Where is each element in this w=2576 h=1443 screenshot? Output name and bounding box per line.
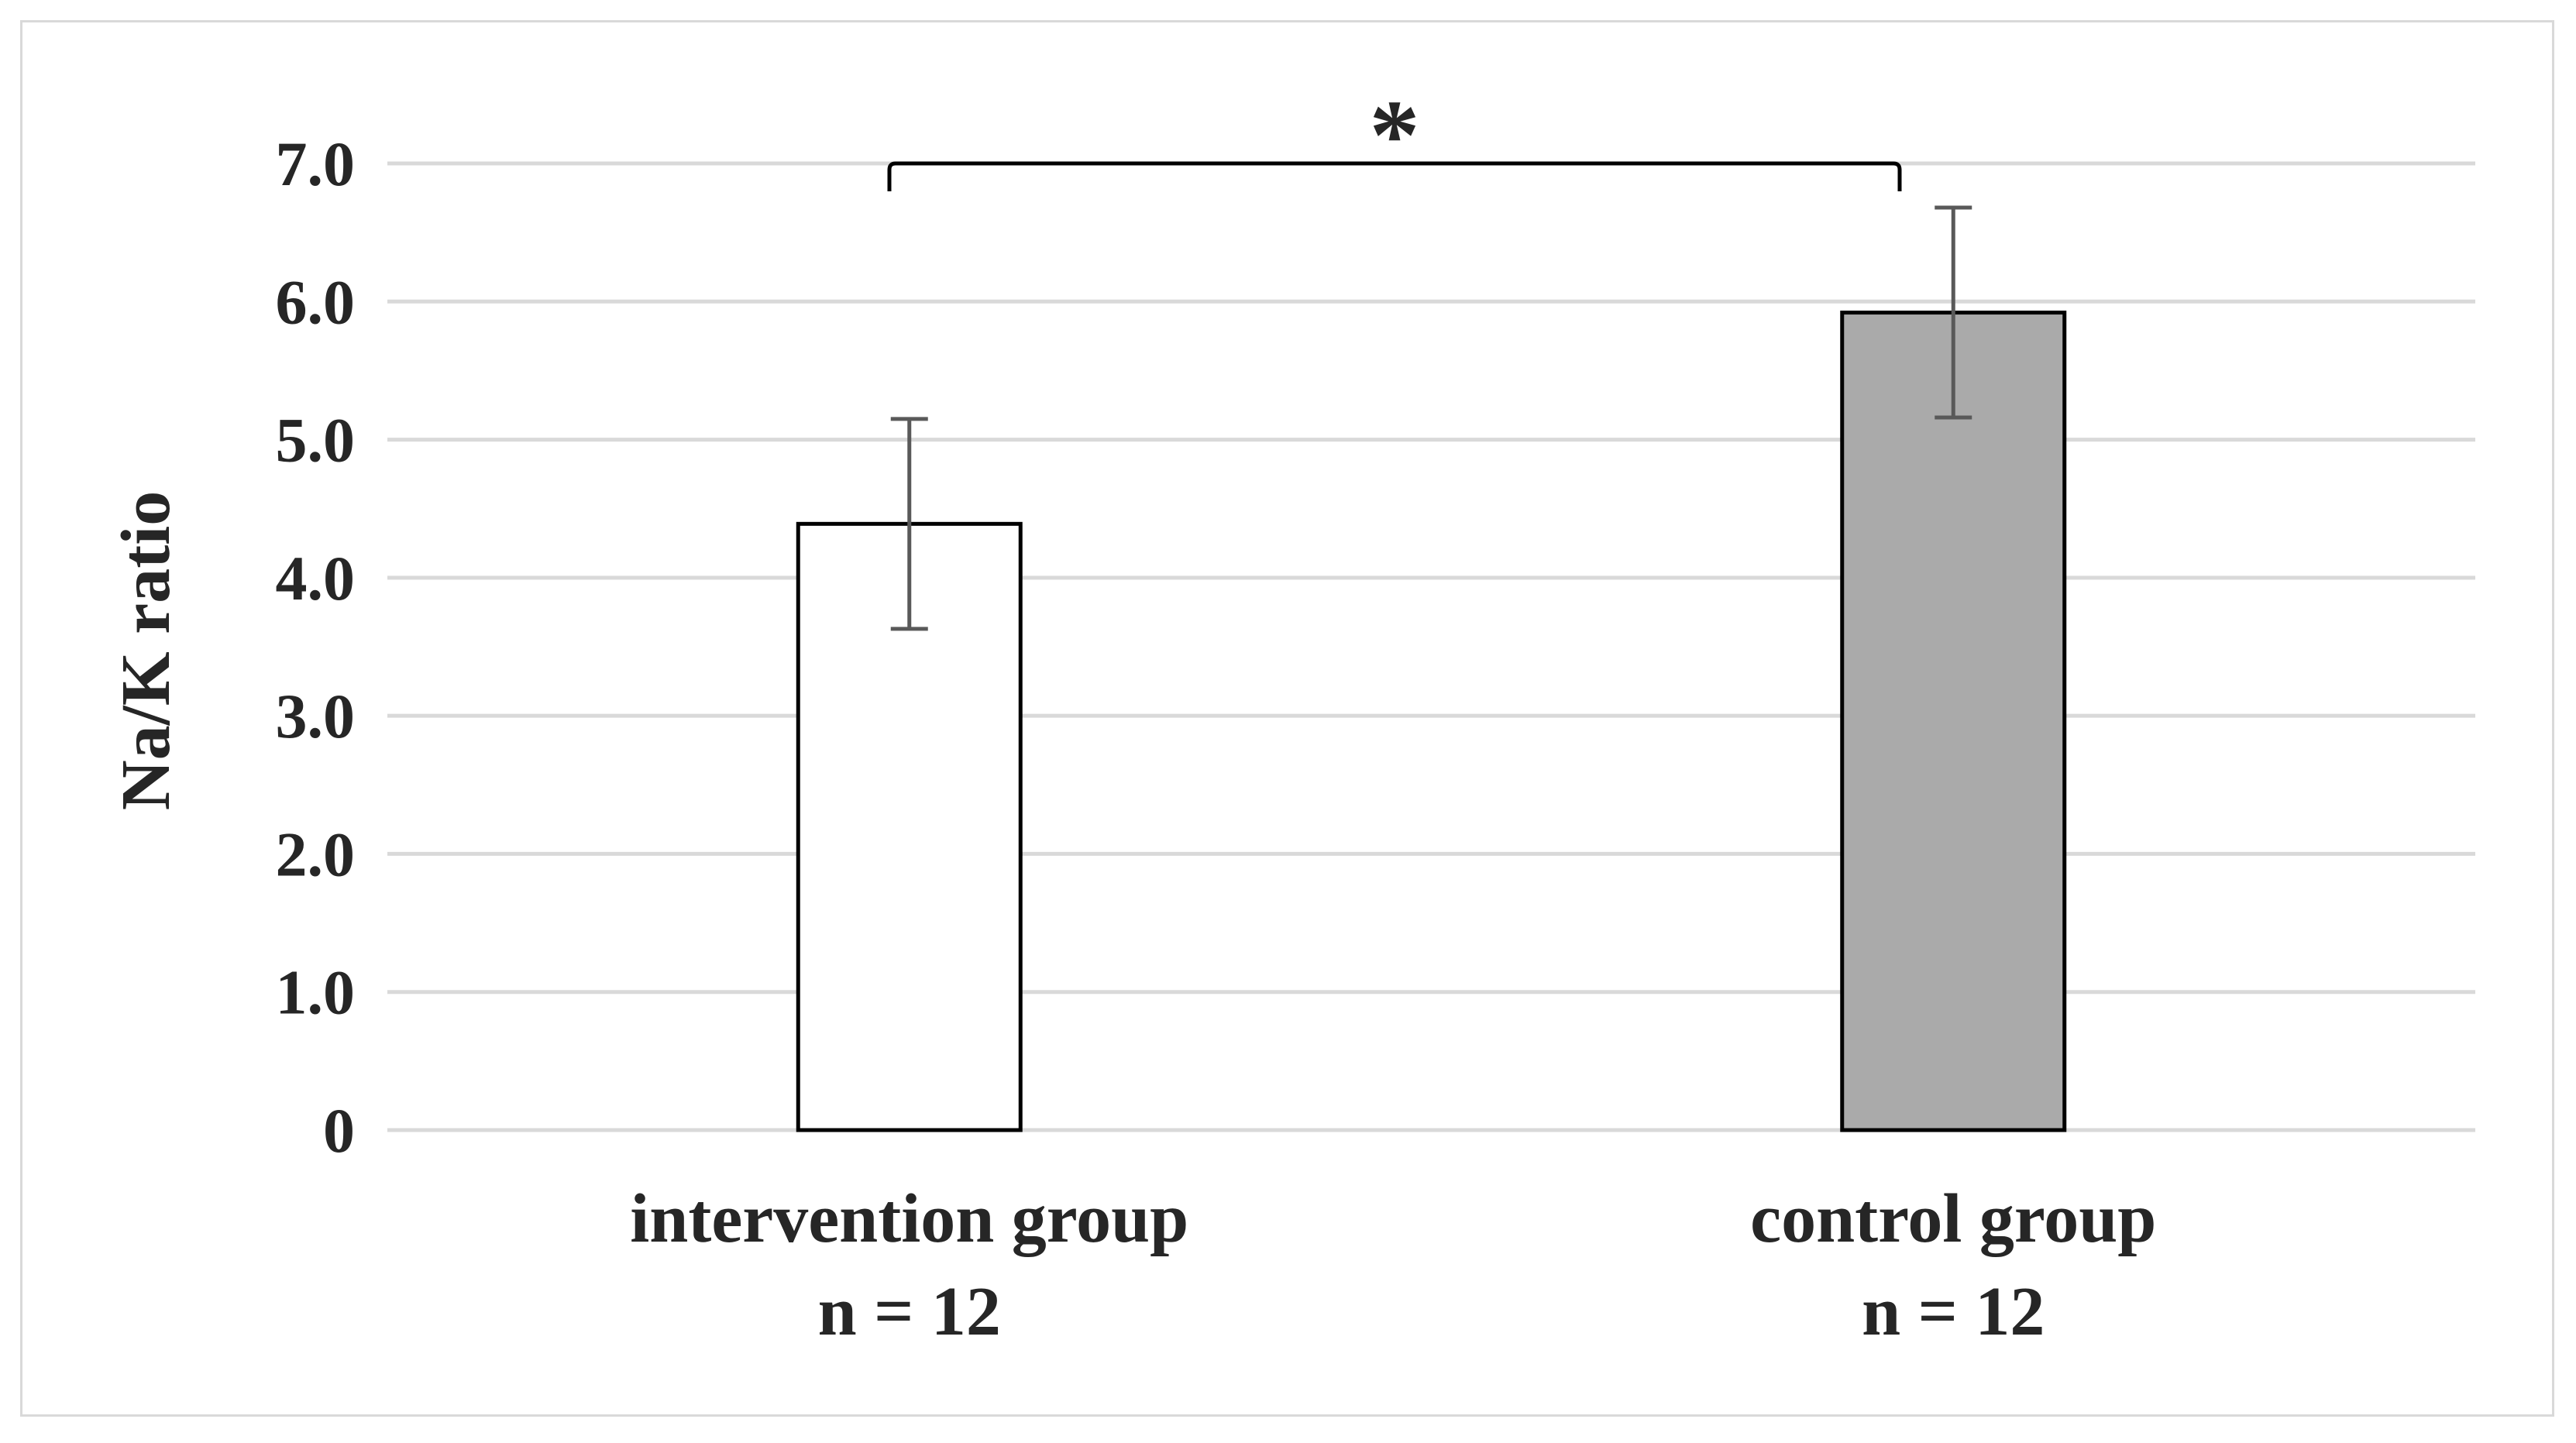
y-axis-ticks: 0 1.0 2.0 3.0 4.0 5.0 6.0 7.0: [276, 129, 356, 1166]
significance-bracket: *: [887, 80, 1902, 191]
significance-star: *: [1370, 80, 1420, 191]
y-tick-label: 6.0: [276, 266, 356, 337]
y-tick-label: 7.0: [276, 129, 356, 199]
significance-bracket-line: [887, 161, 1902, 191]
bars: [796, 311, 2067, 1132]
category-n-label: n = 12: [818, 1273, 1001, 1350]
chart-frame: [20, 20, 2554, 1417]
bar: [1840, 311, 2067, 1132]
y-tick-label: 3.0: [276, 681, 356, 751]
x-axis-categories: intervention group n = 12 control group n =…: [630, 1180, 2156, 1350]
category-label: intervention group: [630, 1180, 1188, 1257]
bar: [796, 521, 1023, 1132]
y-tick-label: 5.0: [276, 405, 356, 476]
gridlines: [387, 161, 2475, 1132]
y-axis-title: Na/K ratio: [108, 491, 184, 810]
y-tick-label: 2.0: [276, 819, 356, 889]
category-n-label: n = 12: [1862, 1273, 2045, 1350]
y-tick-label: 4.0: [276, 543, 356, 613]
y-tick-label: 1.0: [276, 957, 356, 1028]
category-label: control group: [1750, 1180, 2156, 1257]
y-tick-label: 0: [323, 1095, 355, 1166]
error-bars: [890, 205, 1972, 631]
